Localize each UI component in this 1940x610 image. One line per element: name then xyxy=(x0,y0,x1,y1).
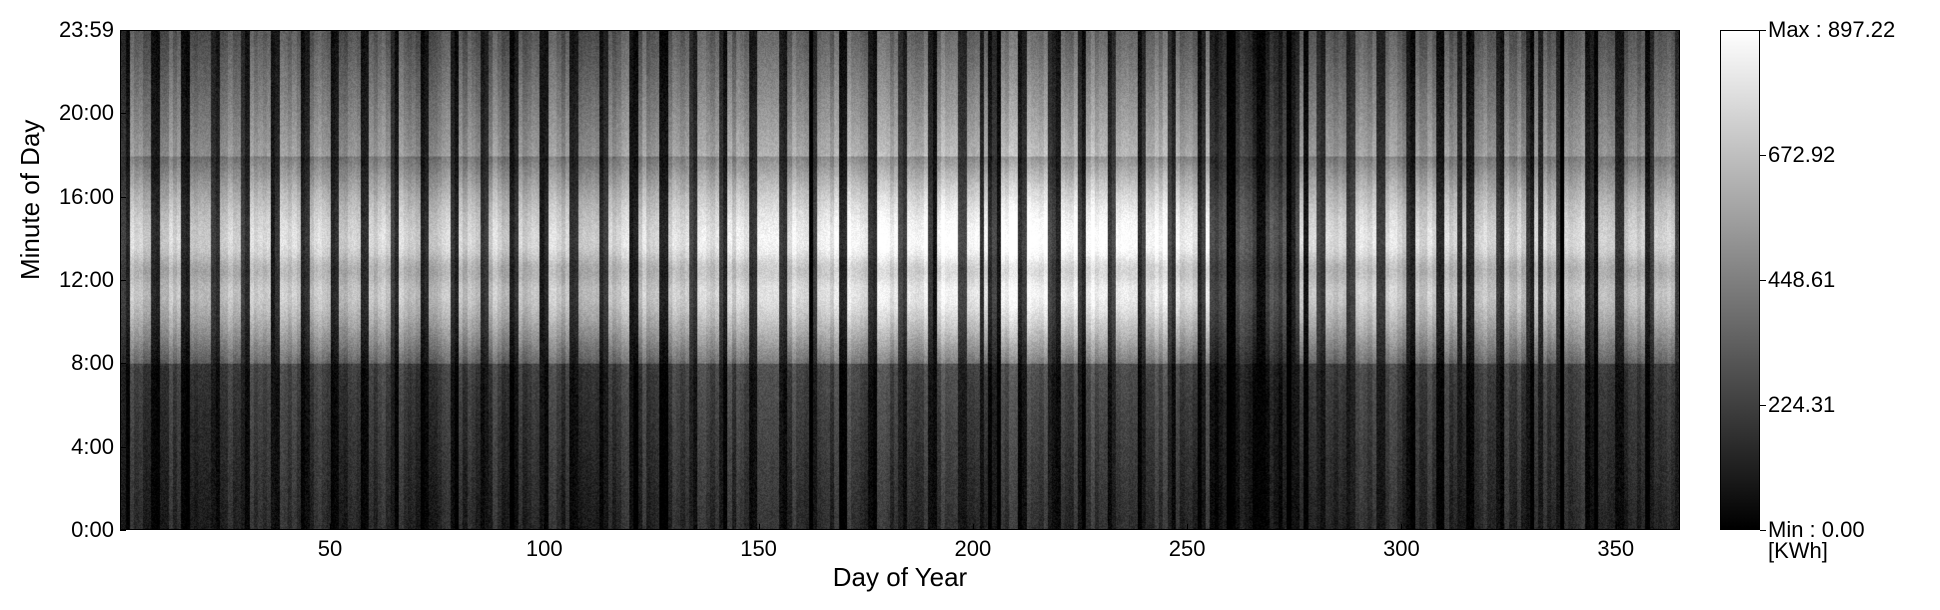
colorbar-canvas xyxy=(1721,31,1759,529)
colorbar-tick-mark xyxy=(1760,405,1766,406)
x-tick-label: 150 xyxy=(740,536,777,562)
x-tick-label: 100 xyxy=(526,536,563,562)
heatmap-canvas xyxy=(120,30,1680,530)
x-axis-label: Day of Year xyxy=(120,562,1680,593)
y-tick-mark xyxy=(120,447,126,448)
y-tick-label: 16:00 xyxy=(44,184,114,210)
heatmap-plot xyxy=(120,30,1680,530)
y-tick-label: 12:00 xyxy=(44,267,114,293)
y-tick-mark xyxy=(120,530,126,531)
x-tick-mark xyxy=(1401,524,1402,530)
x-tick-mark xyxy=(544,524,545,530)
colorbar-tick-label: 448.61 xyxy=(1768,267,1835,293)
y-tick-mark xyxy=(120,280,126,281)
y-tick-mark xyxy=(120,30,126,31)
y-tick-label: 4:00 xyxy=(44,434,114,460)
colorbar-tick-mark xyxy=(1760,155,1766,156)
colorbar-tick-mark xyxy=(1760,530,1766,531)
x-tick-label: 50 xyxy=(318,536,342,562)
x-tick-label: 200 xyxy=(954,536,991,562)
x-tick-mark xyxy=(1616,524,1617,530)
x-tick-mark xyxy=(973,524,974,530)
colorbar-tick-label: 224.31 xyxy=(1768,392,1835,418)
colorbar-tick-label: Max : 897.22 xyxy=(1768,17,1895,43)
x-tick-mark xyxy=(759,524,760,530)
y-tick-label: 20:00 xyxy=(44,100,114,126)
x-tick-label: 300 xyxy=(1383,536,1420,562)
x-tick-label: 350 xyxy=(1597,536,1634,562)
colorbar-tick-label: 672.92 xyxy=(1768,142,1835,168)
x-tick-mark xyxy=(330,524,331,530)
x-tick-mark xyxy=(1187,524,1188,530)
y-tick-label: 0:00 xyxy=(44,517,114,543)
colorbar-unit-label: [KWh] xyxy=(1768,538,1828,564)
y-tick-label: 8:00 xyxy=(44,350,114,376)
y-tick-mark xyxy=(120,113,126,114)
y-axis-label: Minute of Day xyxy=(15,120,46,280)
y-tick-mark xyxy=(120,363,126,364)
y-tick-mark xyxy=(120,197,126,198)
colorbar-tick-mark xyxy=(1760,30,1766,31)
colorbar-tick-mark xyxy=(1760,280,1766,281)
x-tick-label: 250 xyxy=(1169,536,1206,562)
colorbar xyxy=(1720,30,1760,530)
y-tick-label: 23:59 xyxy=(44,17,114,43)
